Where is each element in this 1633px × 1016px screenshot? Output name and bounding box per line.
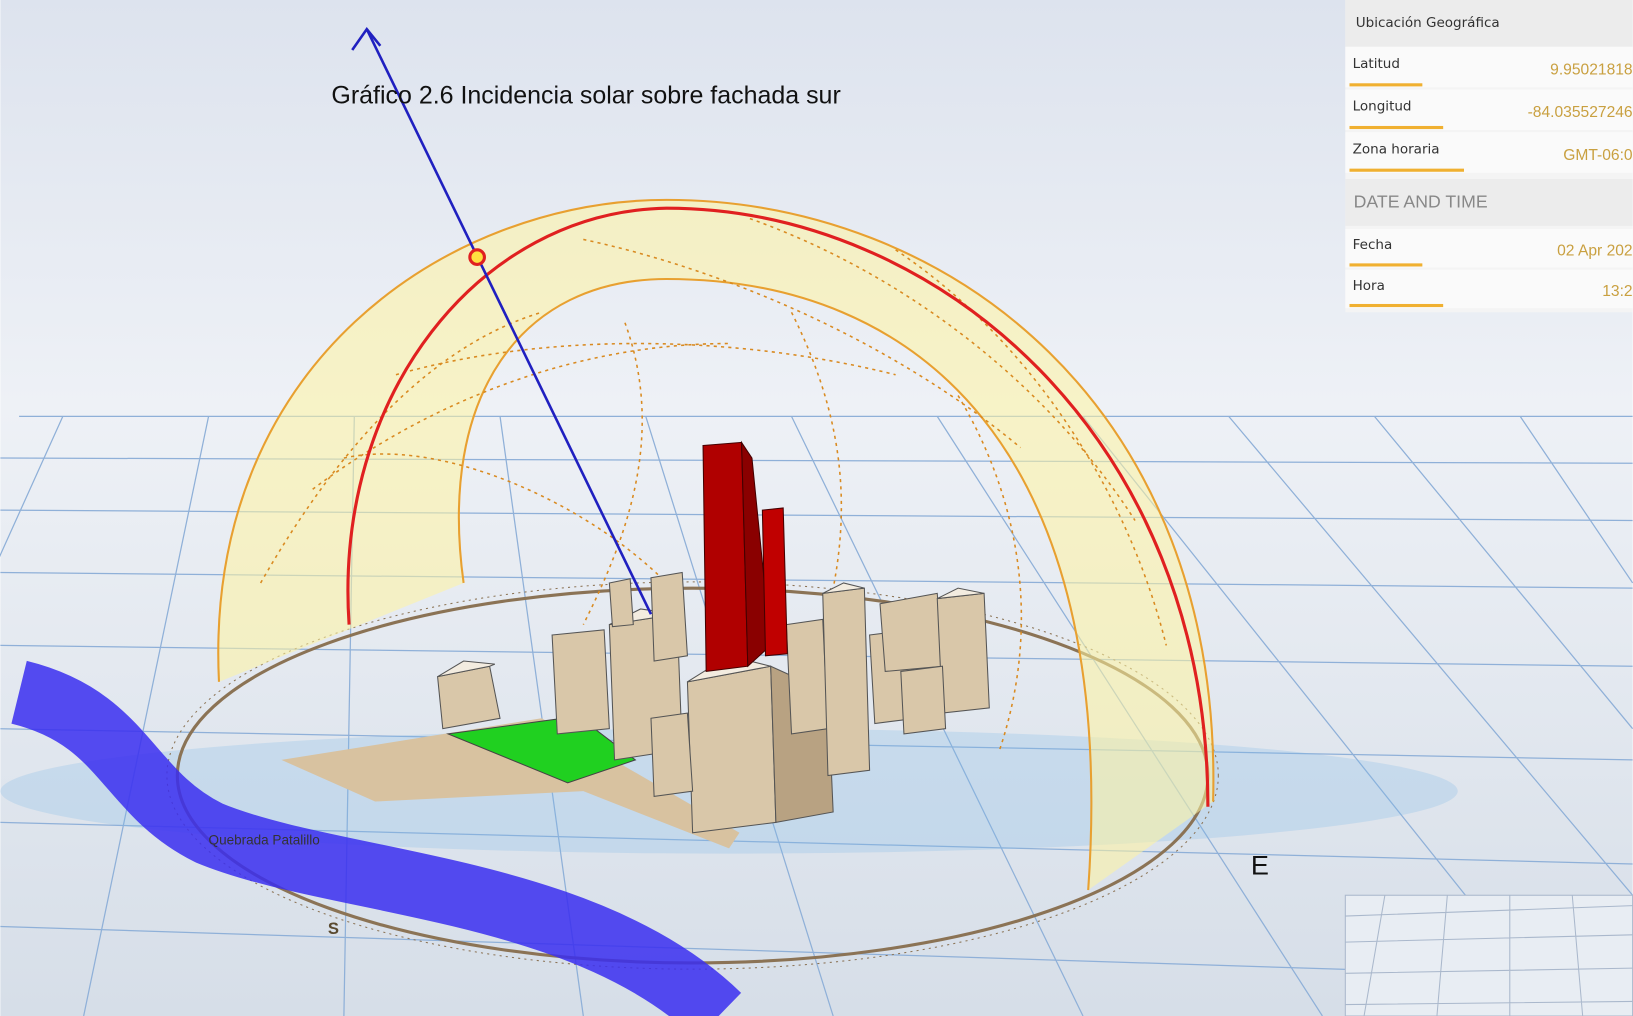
- panel-header[interactable]: [1345, 179, 1633, 226]
- row-value: -84.035527246: [1528, 104, 1633, 121]
- buildings: [437, 571, 990, 834]
- row-indicator: [1349, 303, 1444, 308]
- panel-title: Ubicación Geográfica: [1356, 15, 1500, 31]
- row-label: Latitud: [1353, 56, 1400, 72]
- row-indicator: [1349, 83, 1423, 87]
- row-label: Hora: [1353, 278, 1385, 294]
- sun-path-arcs: [217, 198, 1215, 891]
- panel-row: [1345, 229, 1633, 268]
- sun-path-band: [218, 199, 1214, 891]
- row-label: Zona horaria: [1353, 141, 1440, 157]
- row-value: GMT-06:0: [1563, 147, 1633, 164]
- river: [10, 660, 742, 1016]
- panel-row: [1345, 89, 1633, 131]
- minimap: [1344, 894, 1633, 1016]
- panel-row: [1345, 132, 1633, 173]
- sun-position: [468, 248, 486, 266]
- row-indicator: [1349, 168, 1464, 172]
- red-towers: [702, 440, 788, 673]
- river-label: Quebrada Patalillo: [209, 833, 320, 848]
- sun-vector: [365, 28, 653, 615]
- green-area: [445, 715, 637, 784]
- info-panel: Ubicación Geográfica Latitud 9.95021818 Lo…: [1345, 0, 1633, 313]
- panel-row: [1345, 46, 1633, 88]
- row-value: 13:2: [1602, 283, 1632, 300]
- caption: Gráfico 2.6 Incidencia solar sobre facha…: [331, 81, 840, 109]
- plaza: [281, 718, 740, 849]
- row-value: 9.95021818: [1550, 61, 1632, 78]
- row-indicator: [1349, 263, 1423, 267]
- row-label: Longitud: [1353, 99, 1412, 115]
- panel-row: [1345, 269, 1633, 309]
- row-value: 02 Apr 202: [1557, 243, 1633, 260]
- row-label: Fecha: [1353, 237, 1393, 253]
- panel-header[interactable]: [1345, 0, 1633, 47]
- row-indicator: [1349, 125, 1444, 130]
- sun-path-today: [346, 206, 1210, 807]
- panel-title: DATE AND TIME: [1354, 192, 1488, 212]
- compass-east: E: [1251, 850, 1269, 880]
- compass-south: S: [328, 919, 339, 938]
- hour-lines: [259, 217, 1168, 750]
- sun-vector-head: [351, 26, 382, 51]
